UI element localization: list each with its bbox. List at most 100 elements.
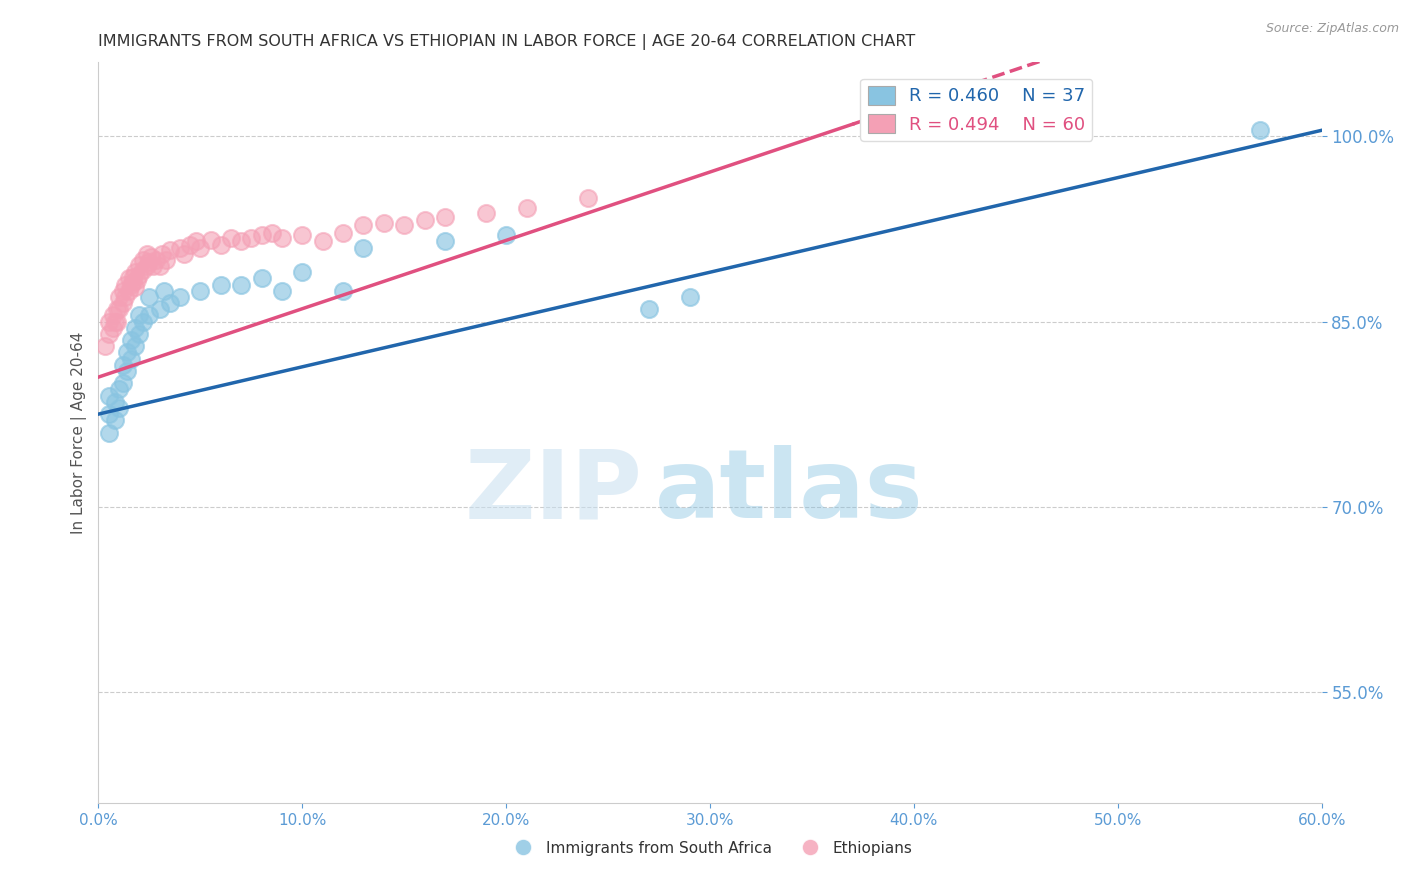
- Point: [352, 219, 374, 233]
- Text: IMMIGRANTS FROM SOUTH AFRICA VS ETHIOPIAN IN LABOR FORCE | AGE 20-64 CORRELATION: IMMIGRANTS FROM SOUTH AFRICA VS ETHIOPIA…: [98, 34, 915, 50]
- Point: [118, 284, 141, 298]
- Point: [250, 271, 273, 285]
- Point: [120, 333, 142, 347]
- Point: [104, 394, 127, 409]
- Point: [111, 296, 134, 310]
- Point: [260, 226, 283, 240]
- Point: [159, 243, 181, 257]
- Point: [434, 210, 457, 224]
- Point: [104, 315, 127, 329]
- Point: [128, 309, 150, 323]
- Point: [209, 238, 232, 252]
- Point: [127, 272, 149, 286]
- Point: [474, 206, 498, 220]
- Point: [291, 265, 314, 279]
- Point: [173, 246, 195, 260]
- Point: [97, 389, 120, 403]
- Point: [114, 290, 136, 304]
- Point: [132, 252, 155, 267]
- Point: [97, 425, 120, 440]
- Point: [186, 235, 208, 249]
- Point: [111, 376, 134, 391]
- Point: [120, 277, 142, 292]
- Point: [188, 240, 212, 255]
- Point: [108, 290, 131, 304]
- Point: [115, 345, 138, 359]
- Point: [97, 315, 120, 329]
- Point: [128, 326, 150, 341]
- Point: [124, 265, 146, 279]
- Point: [138, 255, 160, 269]
- Text: ZIP: ZIP: [465, 445, 643, 539]
- Point: [231, 235, 253, 249]
- Point: [141, 251, 163, 265]
- Y-axis label: In Labor Force | Age 20-64: In Labor Force | Age 20-64: [72, 332, 87, 533]
- Point: [108, 401, 131, 415]
- Point: [179, 238, 201, 252]
- Point: [291, 228, 314, 243]
- Point: [149, 302, 172, 317]
- Point: [97, 407, 120, 421]
- Point: [118, 271, 141, 285]
- Point: [97, 326, 120, 341]
- Point: [332, 284, 354, 298]
- Point: [312, 235, 335, 249]
- Text: Source: ZipAtlas.com: Source: ZipAtlas.com: [1265, 22, 1399, 36]
- Point: [93, 339, 115, 353]
- Point: [516, 201, 538, 215]
- Point: [188, 284, 212, 298]
- Point: [122, 270, 145, 285]
- Point: [124, 339, 146, 353]
- Point: [136, 246, 159, 260]
- Point: [115, 364, 138, 378]
- Point: [104, 413, 127, 427]
- Point: [352, 240, 374, 255]
- Point: [132, 262, 155, 277]
- Point: [111, 284, 134, 298]
- Point: [114, 277, 136, 292]
- Point: [155, 252, 177, 267]
- Point: [108, 383, 131, 397]
- Point: [152, 284, 174, 298]
- Point: [111, 358, 134, 372]
- Point: [169, 290, 191, 304]
- Point: [128, 268, 150, 282]
- Point: [101, 320, 124, 334]
- Point: [120, 351, 142, 366]
- Point: [434, 235, 457, 249]
- Point: [679, 290, 702, 304]
- Point: [101, 309, 124, 323]
- Point: [145, 252, 167, 267]
- Point: [240, 230, 263, 244]
- Point: [149, 259, 172, 273]
- Point: [250, 228, 273, 243]
- Point: [576, 191, 599, 205]
- Point: [150, 246, 173, 260]
- Point: [209, 277, 232, 292]
- Point: [136, 259, 159, 273]
- Point: [138, 309, 160, 323]
- Point: [122, 275, 145, 289]
- Point: [332, 226, 354, 240]
- Point: [132, 315, 155, 329]
- Point: [159, 296, 181, 310]
- Point: [373, 216, 395, 230]
- Point: [124, 280, 146, 294]
- Legend: Immigrants from South Africa, Ethiopians: Immigrants from South Africa, Ethiopians: [502, 835, 918, 862]
- Point: [637, 302, 661, 317]
- Text: atlas: atlas: [655, 445, 924, 539]
- Point: [128, 258, 150, 272]
- Point: [105, 302, 128, 317]
- Point: [231, 277, 253, 292]
- Point: [495, 228, 517, 243]
- Point: [138, 290, 160, 304]
- Point: [413, 213, 436, 227]
- Point: [108, 302, 131, 317]
- Point: [392, 219, 416, 233]
- Point: [142, 259, 165, 273]
- Point: [105, 315, 128, 329]
- Point: [270, 230, 294, 244]
- Point: [270, 284, 294, 298]
- Point: [169, 240, 191, 255]
- Point: [1249, 123, 1271, 137]
